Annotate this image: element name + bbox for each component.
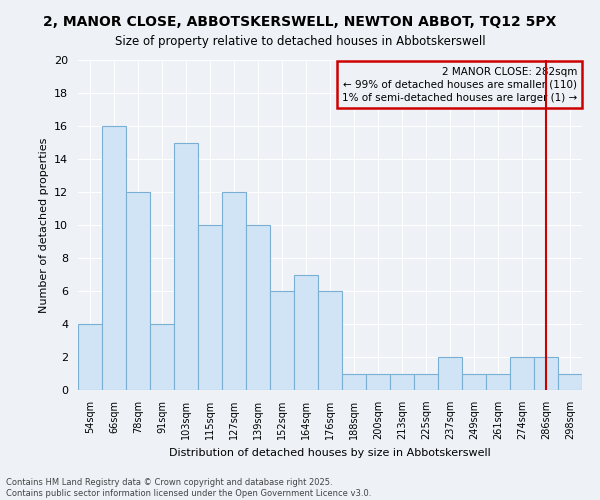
Bar [270, 291, 294, 390]
Bar [150, 324, 174, 390]
Bar [222, 192, 246, 390]
Bar [318, 291, 342, 390]
Y-axis label: Number of detached properties: Number of detached properties [38, 138, 49, 312]
Bar [534, 357, 558, 390]
Text: 2 MANOR CLOSE: 282sqm
← 99% of detached houses are smaller (110)
1% of semi-deta: 2 MANOR CLOSE: 282sqm ← 99% of detached … [342, 66, 577, 103]
Bar [174, 142, 198, 390]
Bar [462, 374, 486, 390]
Bar [366, 374, 390, 390]
Bar [414, 374, 438, 390]
Bar [126, 192, 150, 390]
Bar [102, 126, 126, 390]
Text: 2, MANOR CLOSE, ABBOTSKERSWELL, NEWTON ABBOT, TQ12 5PX: 2, MANOR CLOSE, ABBOTSKERSWELL, NEWTON A… [43, 15, 557, 29]
Bar [198, 225, 222, 390]
Bar [486, 374, 510, 390]
Bar [246, 225, 270, 390]
Text: Contains HM Land Registry data © Crown copyright and database right 2025.
Contai: Contains HM Land Registry data © Crown c… [6, 478, 371, 498]
X-axis label: Distribution of detached houses by size in Abbotskerswell: Distribution of detached houses by size … [169, 448, 491, 458]
Bar [438, 357, 462, 390]
Text: Size of property relative to detached houses in Abbotskerswell: Size of property relative to detached ho… [115, 35, 485, 48]
Bar [78, 324, 102, 390]
Bar [558, 374, 582, 390]
Bar [510, 357, 534, 390]
Bar [342, 374, 366, 390]
Bar [294, 274, 318, 390]
Bar [390, 374, 414, 390]
